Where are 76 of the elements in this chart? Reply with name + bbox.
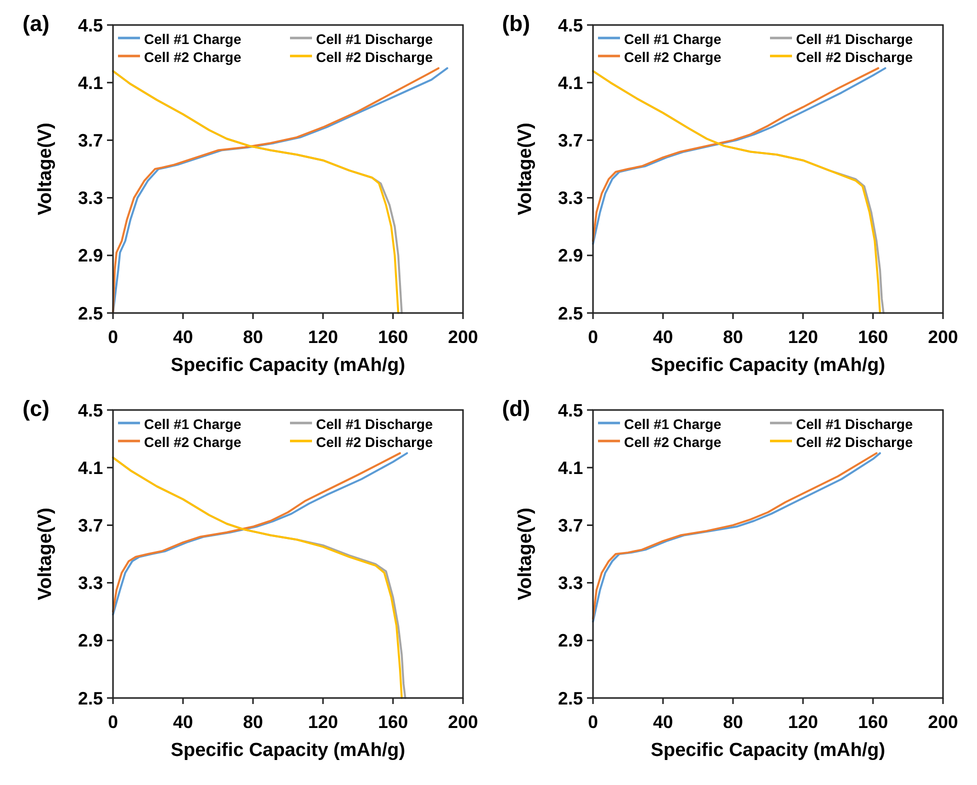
x-tick-label: 160 <box>378 327 408 347</box>
x-tick-label: 80 <box>722 712 744 732</box>
y-tick-label: 4.5 <box>558 400 583 420</box>
y-tick-label: 3.3 <box>78 188 103 208</box>
y-tick-label: 2.9 <box>558 246 583 266</box>
y-axis-title: Voltage(V) <box>515 508 536 600</box>
x-axis-title: Specific Capacity (mAh/g) <box>170 740 406 761</box>
x-tick-label: 120 <box>308 712 338 732</box>
x-tick-label: 0 <box>108 712 118 732</box>
x-tick-label: 40 <box>172 327 194 347</box>
y-tick-label: 3.7 <box>78 516 103 536</box>
x-tick-label: 200 <box>448 327 478 347</box>
legend-label: Cell #2 Charge <box>624 434 722 450</box>
x-tick-label: 80 <box>722 327 744 347</box>
legend-label: Cell #2 Charge <box>144 434 242 450</box>
legend-label: Cell #2 Discharge <box>316 49 433 65</box>
y-tick-label: 4.5 <box>78 400 103 420</box>
y-tick-label: 2.5 <box>78 303 103 324</box>
chart-title: (c) <box>22 396 50 421</box>
legend-label: Cell #2 Charge <box>144 49 242 65</box>
y-tick-label: 2.9 <box>78 246 103 266</box>
legend-label: Cell #1 Discharge <box>316 31 433 47</box>
y-tick-label: 3.7 <box>78 130 103 150</box>
chart-title: (d) <box>502 396 530 421</box>
y-tick-label: 2.5 <box>558 688 583 708</box>
x-tick-label: 160 <box>858 712 888 732</box>
y-tick-label: 4.5 <box>558 15 583 36</box>
x-tick-label: 0 <box>588 712 598 732</box>
legend-label: Cell #1 Charge <box>144 31 242 47</box>
y-tick-label: 3.7 <box>558 516 583 536</box>
y-tick-label: 2.5 <box>558 303 583 324</box>
x-tick-label: 40 <box>652 327 674 347</box>
y-tick-label: 4.1 <box>558 458 583 478</box>
legend-label: Cell #1 Charge <box>144 416 242 432</box>
legend-label: Cell #1 Discharge <box>796 31 913 47</box>
y-tick-label: 3.3 <box>558 573 583 594</box>
x-tick-label: 200 <box>448 712 478 732</box>
y-axis-title: Voltage(V) <box>35 508 56 600</box>
chart-title: (a) <box>22 11 50 36</box>
x-tick-label: 80 <box>242 712 264 732</box>
y-tick-label: 4.1 <box>558 72 583 93</box>
x-tick-label: 80 <box>242 327 264 347</box>
y-tick-label: 2.5 <box>78 688 103 708</box>
x-axis-title: Specific Capacity (mAh/g) <box>650 355 886 376</box>
x-tick-label: 160 <box>858 327 888 347</box>
x-tick-label: 120 <box>788 327 818 347</box>
chart-title: (b) <box>502 11 530 36</box>
y-tick-label: 4.1 <box>78 458 103 478</box>
legend-label: Cell #1 Discharge <box>316 416 433 432</box>
y-tick-label: 3.7 <box>558 130 583 150</box>
x-tick-label: 160 <box>378 712 408 732</box>
x-tick-label: 40 <box>172 712 194 732</box>
y-tick-label: 2.9 <box>78 630 103 651</box>
y-tick-label: 2.9 <box>558 630 583 651</box>
legend-label: Cell #2 Discharge <box>796 434 913 450</box>
y-axis-title: Voltage(V) <box>515 122 536 216</box>
y-tick-label: 4.5 <box>78 15 103 36</box>
legend-label: Cell #2 Discharge <box>796 49 913 65</box>
x-tick-label: 200 <box>928 327 958 347</box>
legend-label: Cell #2 Charge <box>624 49 722 65</box>
legend-label: Cell #1 Charge <box>624 416 722 432</box>
x-tick-label: 0 <box>588 327 598 347</box>
x-axis-title: Specific Capacity (mAh/g) <box>650 740 886 761</box>
y-tick-label: 3.3 <box>558 188 583 208</box>
x-axis-title: Specific Capacity (mAh/g) <box>170 355 406 376</box>
x-tick-label: 40 <box>652 712 674 732</box>
x-tick-label: 200 <box>928 712 958 732</box>
x-tick-label: 120 <box>788 712 818 732</box>
legend-label: Cell #1 Charge <box>624 31 722 47</box>
x-tick-label: 0 <box>108 327 118 347</box>
y-tick-label: 3.3 <box>78 573 103 594</box>
legend-label: Cell #2 Discharge <box>316 434 433 450</box>
y-axis-title: Voltage(V) <box>35 122 56 216</box>
legend-label: Cell #1 Discharge <box>796 416 913 432</box>
x-tick-label: 120 <box>308 327 338 347</box>
y-tick-label: 4.1 <box>78 72 103 93</box>
